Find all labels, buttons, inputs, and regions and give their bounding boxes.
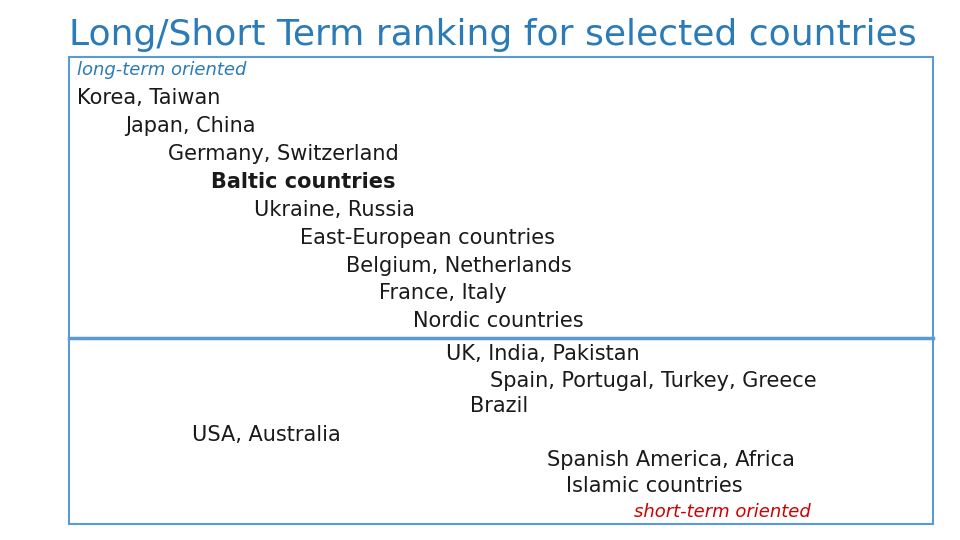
Text: USA, Australia: USA, Australia xyxy=(192,424,341,445)
Text: Japan, China: Japan, China xyxy=(125,116,255,137)
Text: long-term oriented: long-term oriented xyxy=(77,61,246,79)
Text: UK, India, Pakistan: UK, India, Pakistan xyxy=(446,343,640,364)
Text: Nordic countries: Nordic countries xyxy=(413,311,584,332)
Text: Korea, Taiwan: Korea, Taiwan xyxy=(77,88,220,109)
Text: Ukraine, Russia: Ukraine, Russia xyxy=(254,200,416,220)
Text: East-European countries: East-European countries xyxy=(300,227,555,248)
Text: Germany, Switzerland: Germany, Switzerland xyxy=(168,144,398,165)
Text: Baltic countries: Baltic countries xyxy=(211,172,396,192)
Text: short-term oriented: short-term oriented xyxy=(634,503,810,521)
Text: Spain, Portugal, Turkey, Greece: Spain, Portugal, Turkey, Greece xyxy=(490,370,816,391)
Text: Islamic countries: Islamic countries xyxy=(566,476,743,496)
Text: France, Italy: France, Italy xyxy=(379,283,507,303)
Text: Spanish America, Africa: Spanish America, Africa xyxy=(547,450,795,470)
Text: Belgium, Netherlands: Belgium, Netherlands xyxy=(346,255,571,276)
Text: Brazil: Brazil xyxy=(470,396,529,416)
Text: Long/Short Term ranking for selected countries: Long/Short Term ranking for selected cou… xyxy=(69,18,917,52)
